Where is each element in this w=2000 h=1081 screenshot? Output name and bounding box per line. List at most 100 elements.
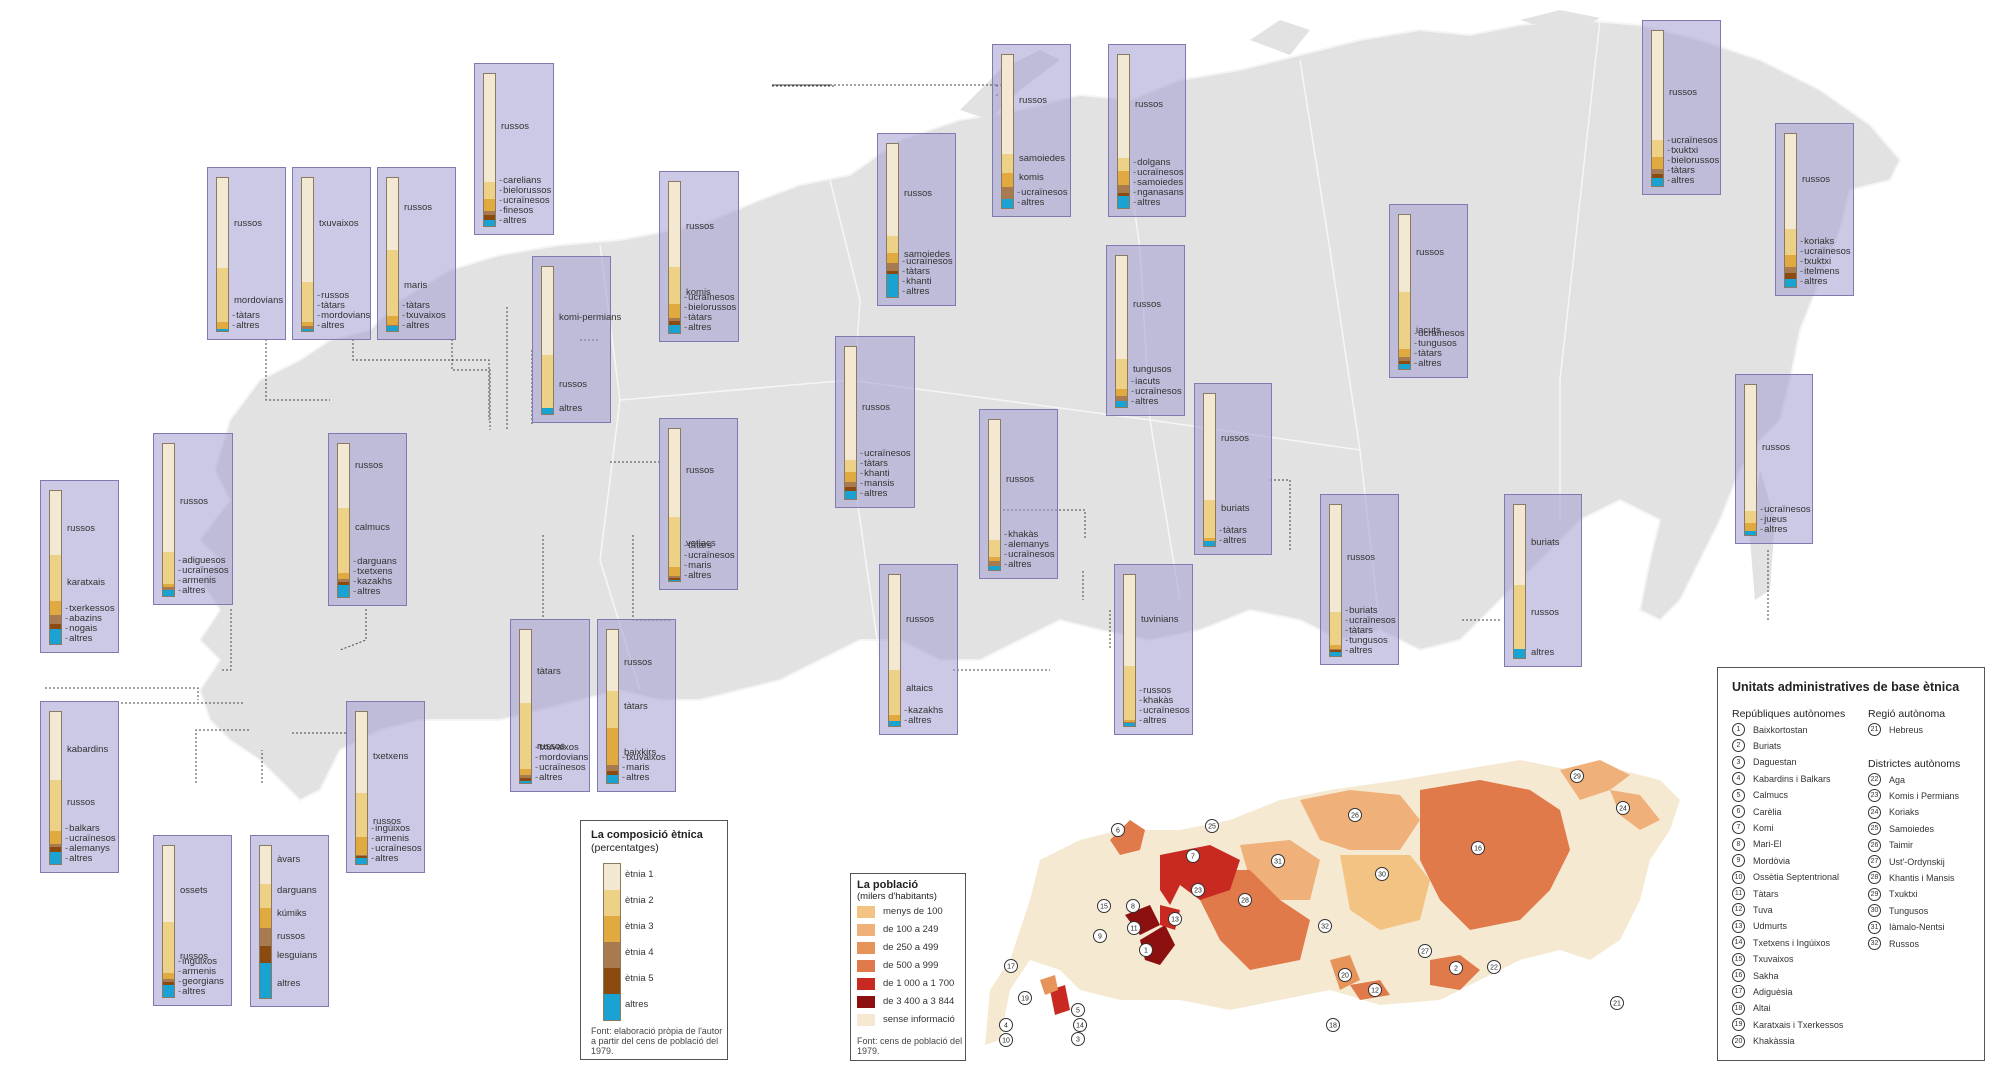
unit-item: 22 Aga	[1868, 773, 1905, 786]
composition-box-ossetia: ossetsrussosingúixosarmenisgeorgiansaltr…	[153, 835, 232, 1006]
bar-segment	[669, 304, 680, 318]
composition-box-nenets: russos samoiedes komis ucraïnesosaltres	[992, 44, 1071, 217]
composition-box-iamal: russos samoiedesucraïnesostàtarskhantialt…	[877, 133, 956, 306]
ethnic-label: txuvaixos	[535, 743, 579, 753]
ethnic-label: ucraïnesos	[178, 566, 228, 576]
composition-box-taimir: russos dolgansucraïnesossamoiedesnganasan…	[1108, 44, 1186, 217]
unit-number: 3	[1732, 755, 1745, 769]
ethnic-label: txetxens	[353, 567, 392, 577]
bar-segment	[542, 267, 553, 356]
mini-map-label: 15	[1097, 899, 1111, 913]
ethnic-label: russos	[501, 120, 529, 132]
unit-name: Tuva	[1753, 904, 1773, 915]
bar-segment	[50, 491, 61, 556]
legend-swatch-etnia2	[604, 890, 620, 916]
unit-number: 10	[1732, 870, 1745, 884]
bar-segment	[356, 836, 367, 855]
bar-segment	[887, 263, 898, 271]
ethnic-label: armenis	[178, 967, 216, 977]
population-label: menys de 100	[883, 906, 943, 917]
mini-map-label: 23	[1191, 883, 1205, 897]
mini-map-label-text: 14	[1076, 1023, 1084, 1030]
bar-segment	[1118, 185, 1129, 193]
unit-number: 5	[1732, 788, 1745, 802]
legend-composition-item: ètnia 5	[625, 973, 654, 984]
mini-map-label-circle	[1570, 769, 1584, 783]
mini-map-label: 8	[1126, 899, 1140, 913]
bar-segment	[520, 703, 531, 770]
ethnic-label: ucraïnesos	[1345, 616, 1395, 626]
ethnic-label: russos	[906, 613, 934, 625]
composition-box-kabardino: kabardins russos balkarsucraïnesosalemanys…	[40, 701, 119, 873]
bar-segment	[1204, 541, 1215, 546]
composition-bar	[888, 574, 901, 727]
unit-item: 16 Sakha	[1732, 969, 1779, 982]
bar-segment	[260, 908, 271, 929]
legend-composition-item: ètnia 2	[625, 895, 654, 906]
ethnic-label: darguans	[277, 885, 317, 897]
mini-map-label-text: 26	[1351, 813, 1359, 820]
ethnic-label: txuktxi	[1667, 146, 1698, 156]
unit-item: 12 Tuva	[1732, 903, 1773, 917]
legend-swatch-etnia1	[604, 864, 620, 890]
ethnic-label: russos	[559, 379, 587, 391]
unit-number: 28	[1868, 871, 1881, 885]
ethnic-label: kabardins	[67, 743, 109, 755]
ethnic-label: txuvaixos	[402, 311, 446, 321]
composition-box-txetxenia: txetxens russosingúixosarmenisucraïnesosa…	[346, 701, 425, 873]
bar-segment	[669, 317, 680, 321]
ethnic-label: nogais	[65, 624, 97, 634]
unit-number: 27	[1868, 855, 1881, 868]
unit-item: 14 Txetxens i Ingúixos	[1732, 936, 1830, 950]
unit-number: 15	[1732, 952, 1745, 966]
mini-map-label-text: 27	[1421, 949, 1429, 956]
bar-segment	[50, 628, 61, 644]
bar-segment	[1652, 31, 1663, 140]
composition-bar	[259, 845, 272, 999]
ethnic-label: nganasans	[1133, 188, 1183, 198]
bar-segment	[163, 444, 174, 552]
ethnic-label: samoiedes	[1019, 153, 1065, 165]
ethnic-label: tàtars	[860, 459, 888, 469]
ethnic-label: russos	[373, 815, 401, 827]
bar-segment	[1399, 361, 1410, 365]
ethnic-label: ucraïnesos	[1004, 550, 1054, 560]
bar-segment	[989, 565, 1000, 570]
mini-map-label-circle	[1126, 899, 1140, 913]
mini-map-label-text: 7	[1191, 854, 1195, 861]
ethnic-label: adiguesos	[178, 556, 225, 566]
mini-region-5	[1040, 975, 1058, 995]
ethnic-label: russos	[686, 465, 714, 477]
bar-segment	[387, 178, 398, 250]
mini-map-label-text: 12	[1371, 988, 1379, 995]
mini-map-label-text: 2	[1454, 966, 1458, 973]
bar-segment	[1652, 173, 1663, 179]
bar-segment	[520, 775, 531, 779]
mini-map-label-circle	[1191, 883, 1205, 897]
composition-bar	[337, 443, 350, 598]
region-heading: Regió autònoma	[1868, 708, 1946, 720]
ethnic-label: russos	[1762, 441, 1790, 453]
ethnic-label: ucraïnesos	[1131, 387, 1181, 397]
ethnic-label: tàtars	[317, 301, 345, 311]
composition-box-hebreus: russos ucraïnesosjueusaltres	[1735, 374, 1813, 544]
ethnic-label: altres	[1667, 176, 1694, 186]
composition-box-aga: buriats russos altres	[1504, 494, 1582, 667]
composition-bar	[216, 177, 229, 332]
ethnic-label: armenis	[178, 576, 216, 586]
unit-name: Ossètia Septentrional	[1753, 872, 1840, 883]
mini-region-26	[1300, 790, 1420, 850]
mini-map-label-circle	[1348, 808, 1362, 822]
ethnic-label: ucraïnesos	[65, 834, 115, 844]
unit-name: Baixkortostan	[1753, 724, 1808, 735]
composition-box-calmuquia: russos calmucs darguanstxetxenskazakhsaltr…	[328, 433, 407, 606]
mini-map-label: 19	[1018, 991, 1032, 1005]
mini-map-label: 1	[1139, 943, 1153, 957]
bar-segment	[1785, 134, 1796, 229]
composition-box-khakassia: russos khakàsalemanysucraïnesosaltres	[979, 409, 1058, 579]
ethnic-label: ucraïnesos	[1139, 706, 1189, 716]
mini-map-label: 21	[1610, 996, 1624, 1010]
mini-map-label-circle	[1238, 893, 1252, 907]
unit-item: 29 Txuktxi	[1868, 887, 1918, 901]
bar-segment	[302, 329, 313, 331]
